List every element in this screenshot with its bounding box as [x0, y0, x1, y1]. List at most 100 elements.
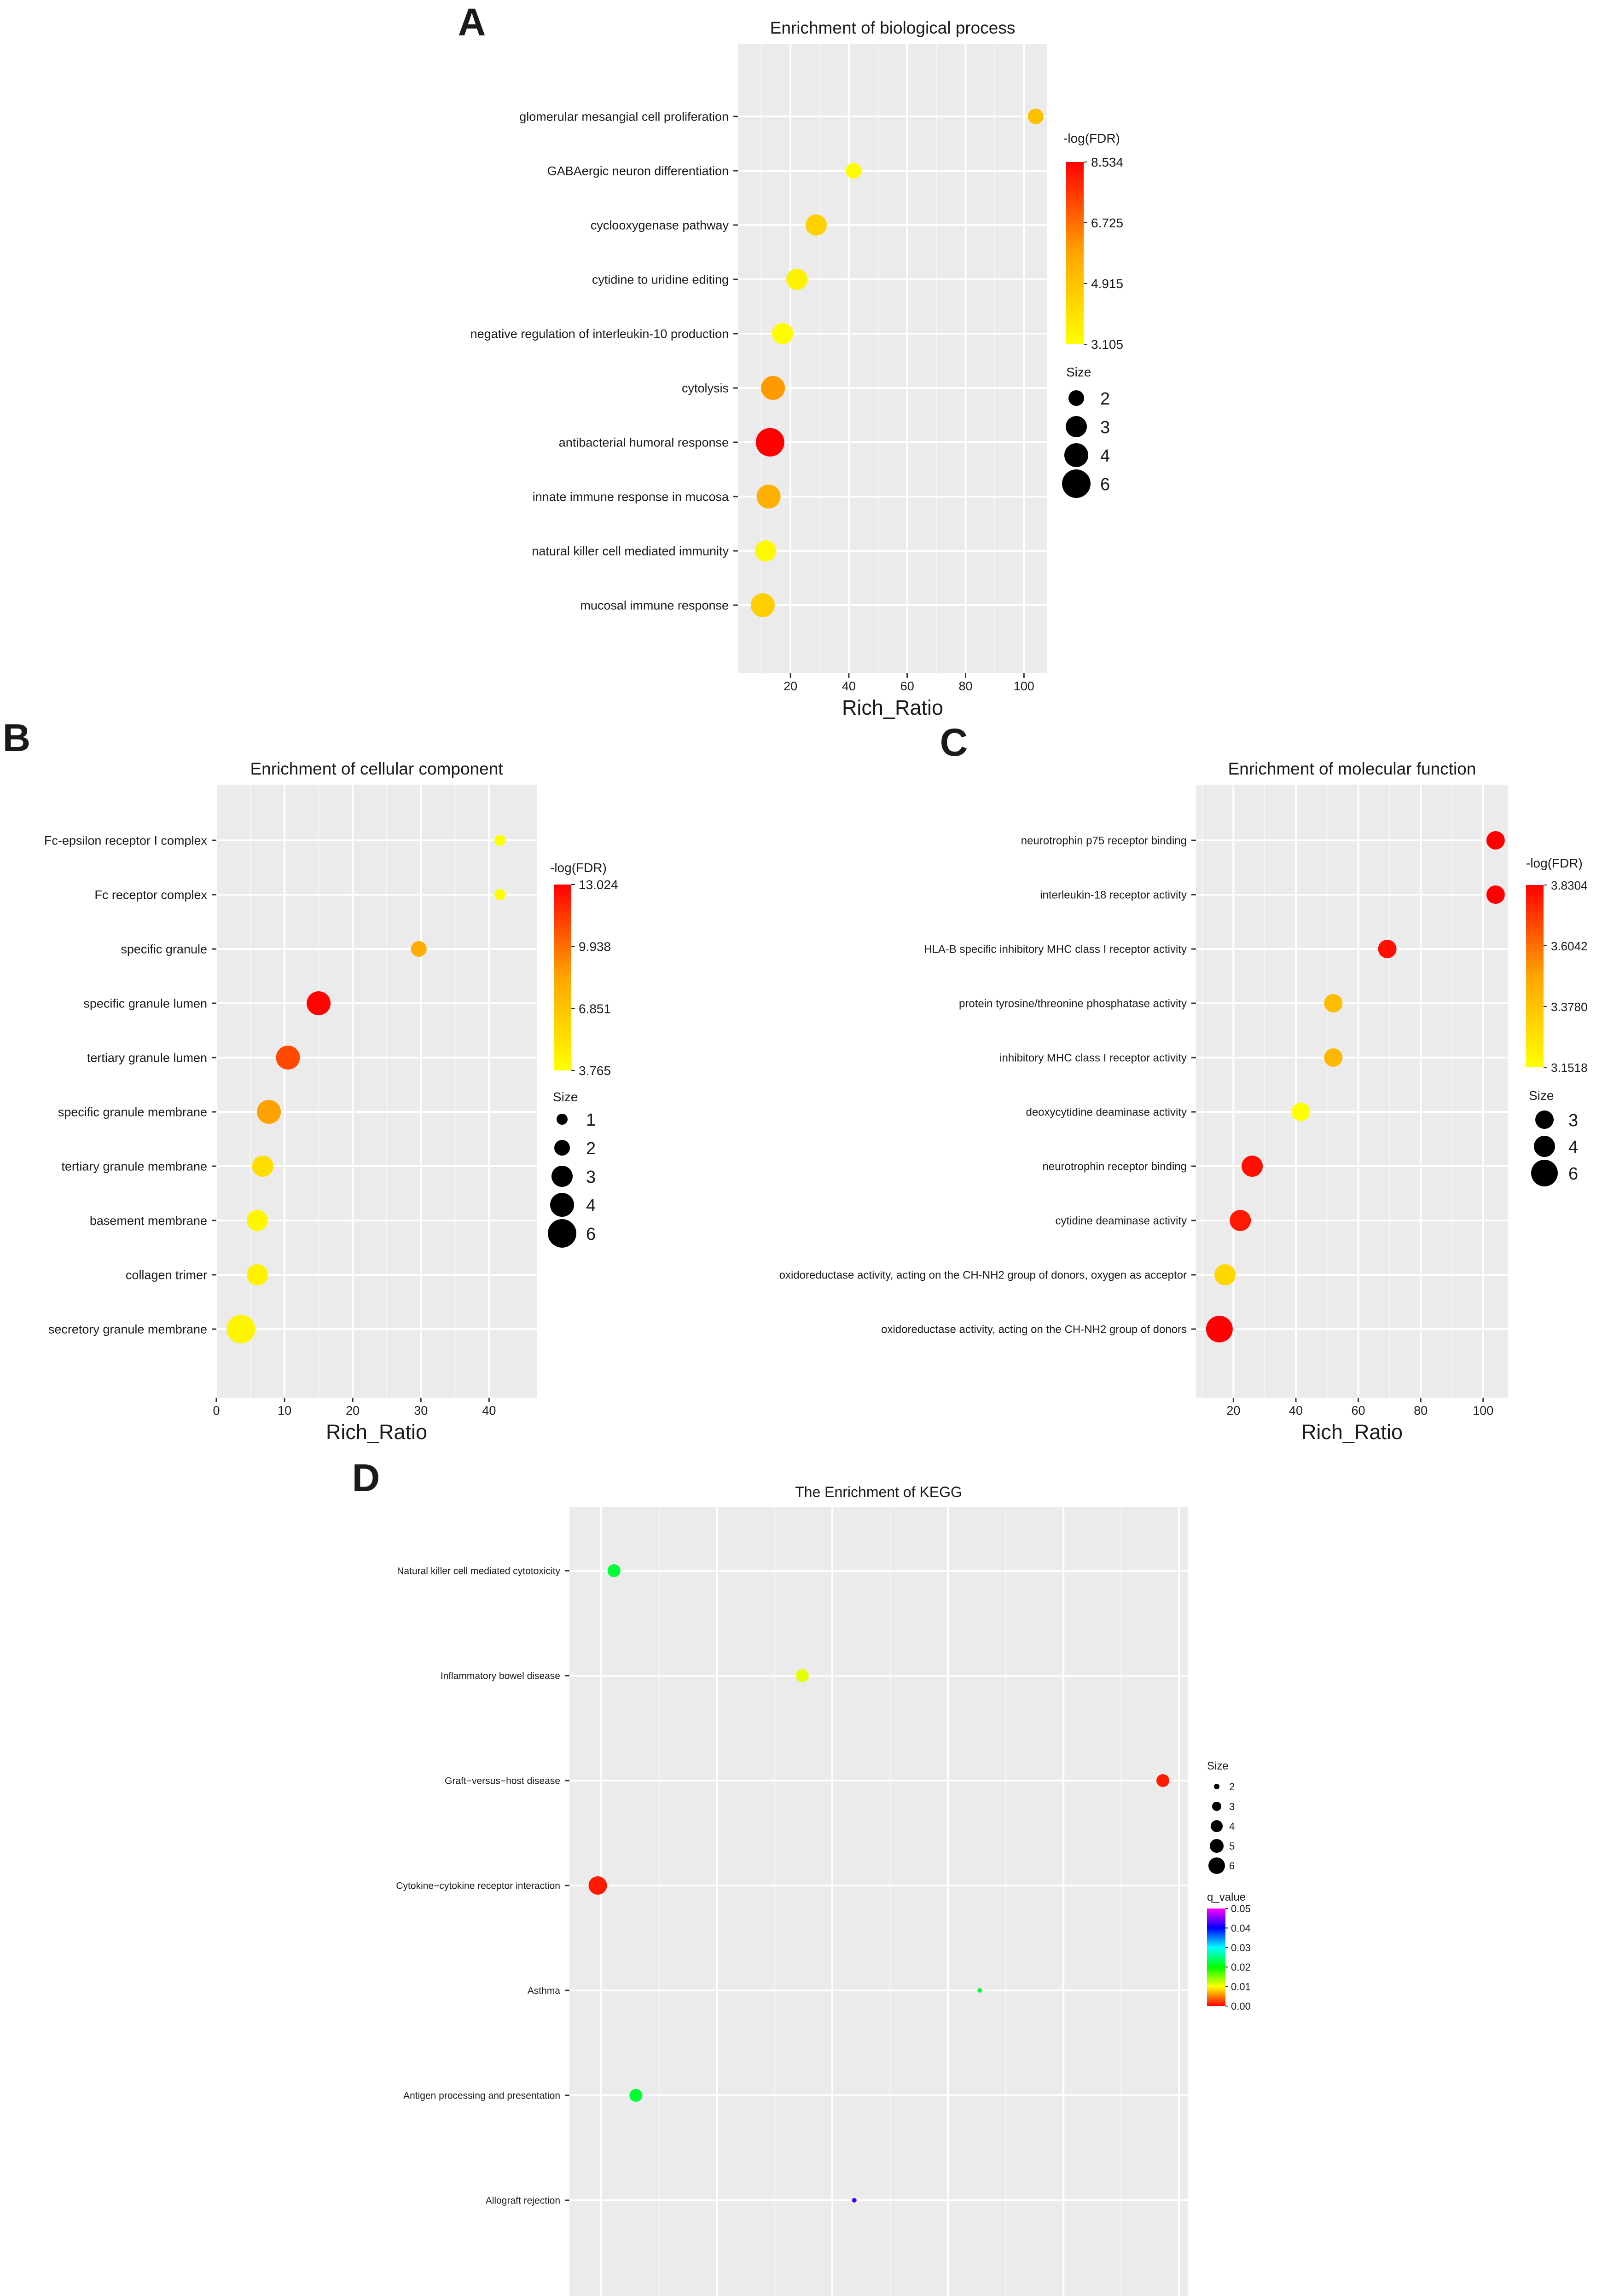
- data-point: [252, 1156, 273, 1177]
- colorbar-tick-label: 13.024: [579, 878, 618, 892]
- size-legend-key: [1534, 1136, 1555, 1157]
- size-legend-key: [551, 1166, 573, 1187]
- x-tick-label: 20: [784, 679, 797, 693]
- y-category-label: specific granule: [121, 942, 207, 956]
- y-category-label: cytidine deaminase activity: [1056, 1215, 1187, 1227]
- x-tick-label: 20: [1226, 1404, 1240, 1417]
- size-legend-label: 4: [1100, 446, 1110, 466]
- data-point: [257, 1100, 281, 1124]
- y-category-label: Inflammatory bowel disease: [441, 1671, 560, 1681]
- panel-a-biological-process: Enrichment of biological process 20 40 60 80…: [470, 18, 1123, 719]
- data-point: [846, 163, 862, 179]
- y-category-label: HLA-B specific inhibitory MHC class I re…: [924, 943, 1187, 955]
- data-point: [276, 1046, 300, 1070]
- colorbar: [1066, 162, 1084, 344]
- x-tick-label: 30: [414, 1404, 428, 1417]
- chart-title: Enrichment of cellular component: [250, 759, 503, 778]
- x-tick-label: 0: [213, 1404, 220, 1417]
- size-legend-label: 4: [1229, 1821, 1235, 1832]
- data-point: [1324, 994, 1343, 1012]
- size-legend-key: [557, 1114, 568, 1125]
- data-point: [411, 941, 427, 957]
- y-category-label: basement membrane: [90, 1214, 207, 1227]
- size-legend-key: [1211, 1820, 1223, 1832]
- data-point: [1214, 1264, 1236, 1285]
- size-legend-label: 6: [1100, 475, 1110, 494]
- colorbar-tick-label: 3.3780: [1551, 1000, 1588, 1014]
- size-legend-label: 6: [1568, 1164, 1578, 1184]
- data-point: [1027, 109, 1044, 124]
- size-legend-key: [1214, 1784, 1219, 1789]
- y-category-label: specific granule lumen: [83, 996, 207, 1010]
- size-legend-key: [1068, 390, 1084, 406]
- y-category-label: oxidoreductase activity, acting on the C…: [881, 1323, 1187, 1336]
- x-tick-label: 60: [900, 679, 914, 693]
- data-point: [246, 1210, 268, 1231]
- colorbar-tick-label: 6.851: [579, 1001, 611, 1016]
- y-category-label: Fc-epsilon receptor I complex: [44, 833, 208, 847]
- y-category-label: tertiary granule membrane: [61, 1159, 207, 1173]
- data-point: [1156, 1774, 1170, 1787]
- color-legend-title: -log(FDR): [1063, 131, 1120, 145]
- size-legend-key: [550, 1193, 574, 1217]
- size-legend-title: Size: [1207, 1760, 1229, 1772]
- chart-title: The Enrichment of KEGG: [795, 1484, 962, 1500]
- data-point: [786, 269, 808, 290]
- data-point: [1378, 940, 1397, 958]
- panel-label-b: B: [3, 716, 31, 759]
- data-point: [1230, 1210, 1251, 1231]
- y-category-label: glomerular mesangial cell proliferation: [519, 110, 729, 123]
- x-axis-label: Rich_Ratio: [842, 696, 943, 719]
- colorbar-tick-label: 4.915: [1091, 277, 1123, 291]
- colorbar-tick-label: 6.725: [1091, 216, 1123, 230]
- y-category-label: oxidoreductase activity, acting on the C…: [779, 1269, 1187, 1281]
- y-category-label: inhibitory MHC class I receptor activity: [999, 1052, 1187, 1064]
- x-tick-label: 60: [1352, 1404, 1365, 1417]
- x-tick-label: 80: [958, 679, 972, 693]
- y-category-label: GABAergic neuron differentiation: [547, 164, 729, 178]
- data-point: [588, 1876, 607, 1895]
- y-category-label: natural killer cell mediated immunity: [532, 544, 729, 558]
- size-legend-label: 4: [586, 1196, 596, 1215]
- data-point: [852, 2198, 857, 2203]
- size-legend-key: [1064, 443, 1088, 467]
- x-tick-label: 40: [482, 1404, 496, 1417]
- y-category-label: secretory granule membrane: [48, 1322, 207, 1336]
- data-point: [1486, 831, 1505, 850]
- y-category-label: cyclooxygenase pathway: [591, 218, 729, 232]
- size-legend-label: 2: [1100, 389, 1110, 409]
- size-legend-key: [1208, 1857, 1225, 1874]
- chart-title: Enrichment of molecular function: [1228, 759, 1476, 778]
- data-point: [307, 991, 331, 1015]
- y-category-label: Antigen processing and presentation: [403, 2090, 560, 2101]
- y-category-label: specific granule membrane: [58, 1105, 207, 1119]
- colorbar-tick-label: 0.03: [1231, 1942, 1251, 1954]
- data-point: [246, 1264, 268, 1285]
- size-legend-label: 3: [1100, 418, 1110, 437]
- plot-panel: [1196, 785, 1508, 1398]
- y-category-label: neurotrophin p75 receptor binding: [1021, 834, 1187, 847]
- colorbar-tick-label: 3.8304: [1551, 879, 1588, 892]
- y-category-label: protein tyrosine/threonine phosphatase a…: [959, 997, 1187, 1010]
- data-point: [494, 835, 506, 846]
- data-point: [755, 428, 784, 457]
- x-tick-label: 100: [1014, 679, 1034, 693]
- size-legend-label: 1: [586, 1110, 596, 1130]
- colorbar-tick-label: 3.6042: [1551, 939, 1588, 953]
- data-point: [795, 1669, 809, 1682]
- size-legend-title: Size: [1529, 1088, 1554, 1103]
- size-legend-title: Size: [553, 1090, 578, 1104]
- y-category-label: interleukin-18 receptor activity: [1040, 889, 1187, 901]
- colorbar: [1526, 885, 1544, 1067]
- colorbar-tick-label: 3.1518: [1551, 1061, 1588, 1075]
- colorbar-tick-label: 0.04: [1231, 1922, 1251, 1934]
- plot-panel: [569, 1507, 1188, 2296]
- colorbar-tick-label: 0.05: [1231, 1903, 1251, 1914]
- colorbar-tick-label: 0.01: [1231, 1981, 1251, 1993]
- data-point: [1206, 1316, 1233, 1342]
- color-legend-title: q_value: [1207, 1891, 1246, 1903]
- colorbar: [1207, 1909, 1225, 2006]
- data-point: [1242, 1156, 1263, 1177]
- y-category-label: Asthma: [528, 1985, 561, 1996]
